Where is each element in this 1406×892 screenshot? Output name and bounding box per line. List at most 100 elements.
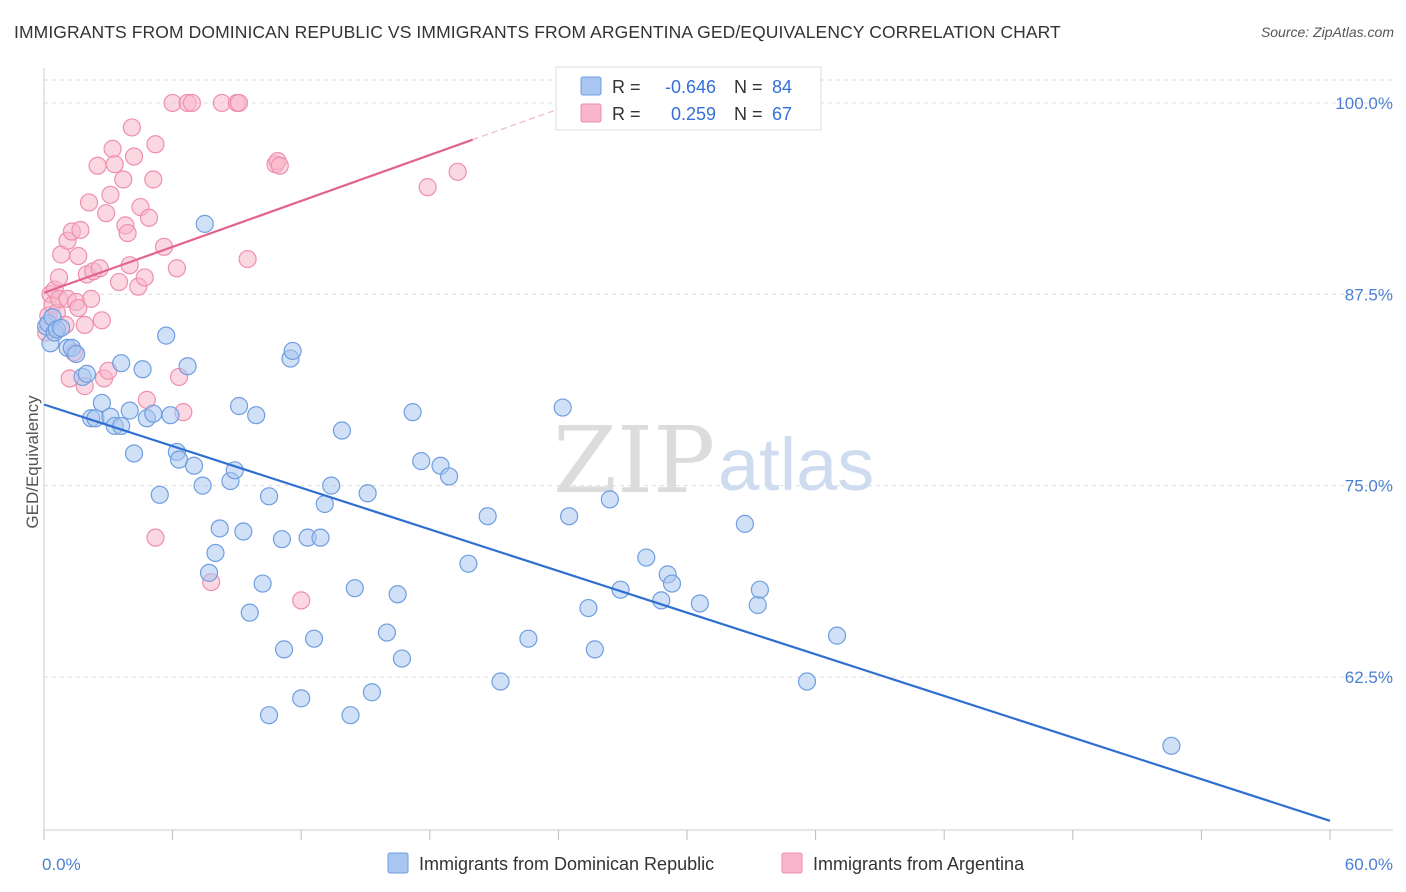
dominican-point	[519, 629, 538, 648]
argentina-point	[292, 591, 311, 610]
argentina-point	[139, 208, 159, 227]
dominican-point	[491, 672, 510, 691]
dominican-point	[274, 640, 294, 659]
dominican-point	[827, 626, 847, 645]
dominican-point	[748, 595, 767, 615]
argentina-point	[270, 156, 289, 175]
dominican-point	[292, 689, 311, 708]
watermark-atlas: atlas	[718, 423, 874, 506]
x-tick-label-60: 60.0%	[1345, 855, 1393, 874]
dominican-point	[403, 403, 422, 422]
watermark-zip: ZIP	[553, 407, 715, 514]
bottom-legend-label-blue: Immigrants from Dominican Republic	[419, 854, 714, 874]
dominican-point	[388, 585, 407, 604]
legend-n-value-1: 84	[772, 77, 792, 97]
dominican-point	[283, 341, 302, 361]
argentina-point	[103, 139, 122, 158]
argentina-point	[418, 178, 437, 197]
y-tick-labels: 62.5% 75.0% 87.5% 100.0%	[1335, 94, 1393, 687]
chart-source: Source: ZipAtlas.com	[1260, 24, 1394, 40]
dominican-point	[637, 548, 656, 567]
dominican-point	[311, 528, 330, 547]
dominican-point	[690, 594, 709, 613]
dominican-point	[77, 364, 96, 383]
dominican-point	[150, 485, 169, 504]
dominican-point	[195, 214, 214, 233]
bottom-legend-swatch-pink	[781, 852, 803, 874]
dominican-point	[662, 574, 682, 593]
dominican-point	[1162, 736, 1181, 755]
x-tick-label-0: 0.0%	[42, 855, 81, 874]
argentina-point	[124, 147, 144, 166]
dominican-point	[560, 507, 579, 526]
argentina-point	[82, 289, 101, 308]
argentina-point	[135, 268, 154, 287]
legend-n-label-1: N =	[734, 77, 763, 97]
dominican-point	[585, 640, 604, 659]
dominican-point	[112, 354, 131, 373]
legend-r-label-1: R =	[612, 77, 641, 97]
dominican-point	[184, 456, 204, 475]
dominican-point	[345, 579, 364, 598]
dominican-point	[304, 629, 324, 648]
argentina-point	[75, 315, 94, 334]
dominican-point	[206, 543, 225, 563]
legend-r-value-1: -0.646	[665, 77, 716, 97]
dominican-point	[332, 421, 352, 440]
dominican-point	[210, 519, 229, 538]
dominican-point	[259, 487, 279, 506]
dominican-point	[199, 563, 219, 582]
dominican-point	[52, 318, 71, 338]
argentina-point	[101, 185, 120, 204]
dominican-point	[240, 603, 259, 622]
dominican-point	[247, 406, 266, 425]
dominican-point	[735, 514, 754, 533]
dominican-point	[362, 683, 382, 702]
legend-r-value-2: 0.259	[671, 104, 716, 124]
dominican-point	[225, 461, 244, 480]
argentina-point	[146, 528, 165, 547]
dominican-point	[322, 476, 341, 495]
argentina-trend-line	[43, 138, 474, 294]
dominican-point	[133, 360, 152, 379]
argentina-point	[92, 311, 111, 330]
dominican-point	[579, 598, 598, 618]
gridlines	[44, 79, 1393, 678]
dominican-point	[750, 580, 769, 599]
argentina-point	[71, 220, 90, 240]
axes	[43, 68, 1393, 840]
dominican-point	[358, 484, 377, 503]
dominican-point	[193, 476, 212, 495]
dominican-point	[229, 396, 249, 416]
y-axis-label: GED/Equivalency	[23, 395, 42, 529]
dominican-point	[272, 530, 292, 549]
dominican-point	[124, 444, 144, 463]
legend-swatch-pink	[580, 103, 602, 123]
dominican-point	[377, 623, 397, 642]
legend-n-value-2: 67	[772, 104, 792, 124]
argentina-point	[97, 204, 116, 223]
dominican-trend-line	[43, 403, 1331, 822]
y-tick-label: 100.0%	[1335, 94, 1393, 113]
dominican-point	[341, 706, 360, 725]
dominican-point	[234, 522, 253, 541]
argentina-point	[88, 156, 107, 175]
argentina-point	[109, 272, 129, 292]
dominican-point	[412, 452, 431, 471]
chart-title: IMMIGRANTS FROM DOMINICAN REPUBLIC VS IM…	[14, 22, 1061, 42]
bottom-legend-swatch-blue	[387, 852, 409, 874]
y-tick-label: 87.5%	[1345, 285, 1393, 304]
dominican-point	[92, 393, 111, 413]
dominican-point	[178, 357, 197, 376]
argentina-point	[238, 249, 257, 269]
argentina-point	[118, 223, 137, 243]
dominican-points	[37, 214, 1181, 755]
argentina-point	[90, 259, 109, 278]
dominican-point	[253, 574, 272, 593]
argentina-point	[144, 170, 163, 189]
bottom-legend: Immigrants from Dominican Republic Immig…	[387, 852, 1025, 874]
argentina-point	[122, 118, 141, 137]
y-tick-label: 62.5%	[1345, 668, 1393, 687]
argentina-point	[114, 170, 133, 189]
